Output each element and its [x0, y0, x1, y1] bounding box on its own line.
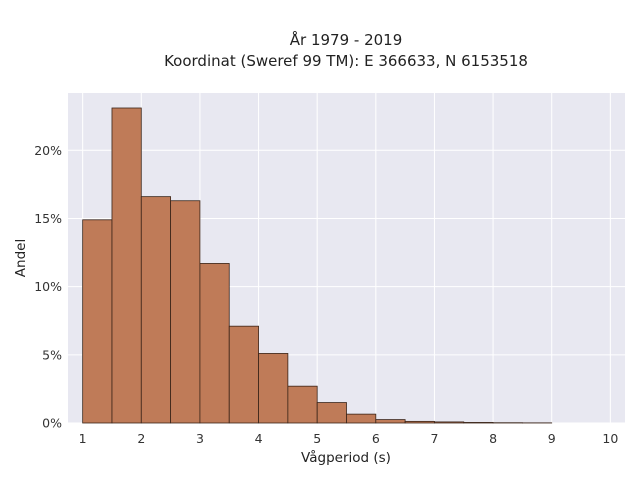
histogram-bar: [82, 219, 113, 424]
x-tick-label: 8: [489, 431, 497, 446]
chart-title-line2: Koordinat (Sweref 99 TM): E 366633, N 61…: [164, 52, 528, 70]
y-tick-label: 15%: [34, 211, 62, 226]
y-tick-label: 5%: [42, 347, 62, 362]
x-tick-label: 5: [313, 431, 321, 446]
chart-title-line1: År 1979 - 2019: [290, 30, 403, 49]
tick-labels: 1 2 3 4 5 6 7 8 9 10 0% 5% 10% 15% 20%: [34, 143, 618, 446]
histogram-bar: [287, 385, 318, 424]
histogram-bar: [140, 196, 172, 424]
x-tick-label: 10: [602, 431, 618, 446]
histogram-bar: [316, 402, 347, 424]
y-tick-label: 0%: [42, 416, 62, 431]
x-tick-label: 1: [79, 431, 87, 446]
y-tick-label: 10%: [34, 279, 62, 294]
histogram-bar: [463, 422, 494, 424]
bars: [82, 107, 553, 424]
x-tick-label: 9: [548, 431, 556, 446]
x-axis-label: Vågperiod (s): [301, 449, 391, 466]
histogram-bar: [375, 419, 406, 424]
x-tick-label: 6: [372, 431, 380, 446]
x-tick-label: 2: [137, 431, 145, 446]
y-tick-label: 20%: [34, 143, 62, 158]
histogram-bar: [346, 413, 377, 424]
x-tick-label: 7: [430, 431, 438, 446]
histogram-bar: [111, 107, 142, 424]
histogram-bar: [434, 421, 465, 424]
histogram-bar: [199, 263, 230, 424]
x-tick-label: 3: [196, 431, 204, 446]
x-tick-label: 4: [255, 431, 263, 446]
histogram-bar: [404, 420, 435, 424]
histogram-bar: [170, 200, 201, 424]
y-axis-label: Andel: [13, 239, 29, 277]
histogram-bar: [258, 353, 289, 424]
histogram-bar: [228, 325, 259, 424]
